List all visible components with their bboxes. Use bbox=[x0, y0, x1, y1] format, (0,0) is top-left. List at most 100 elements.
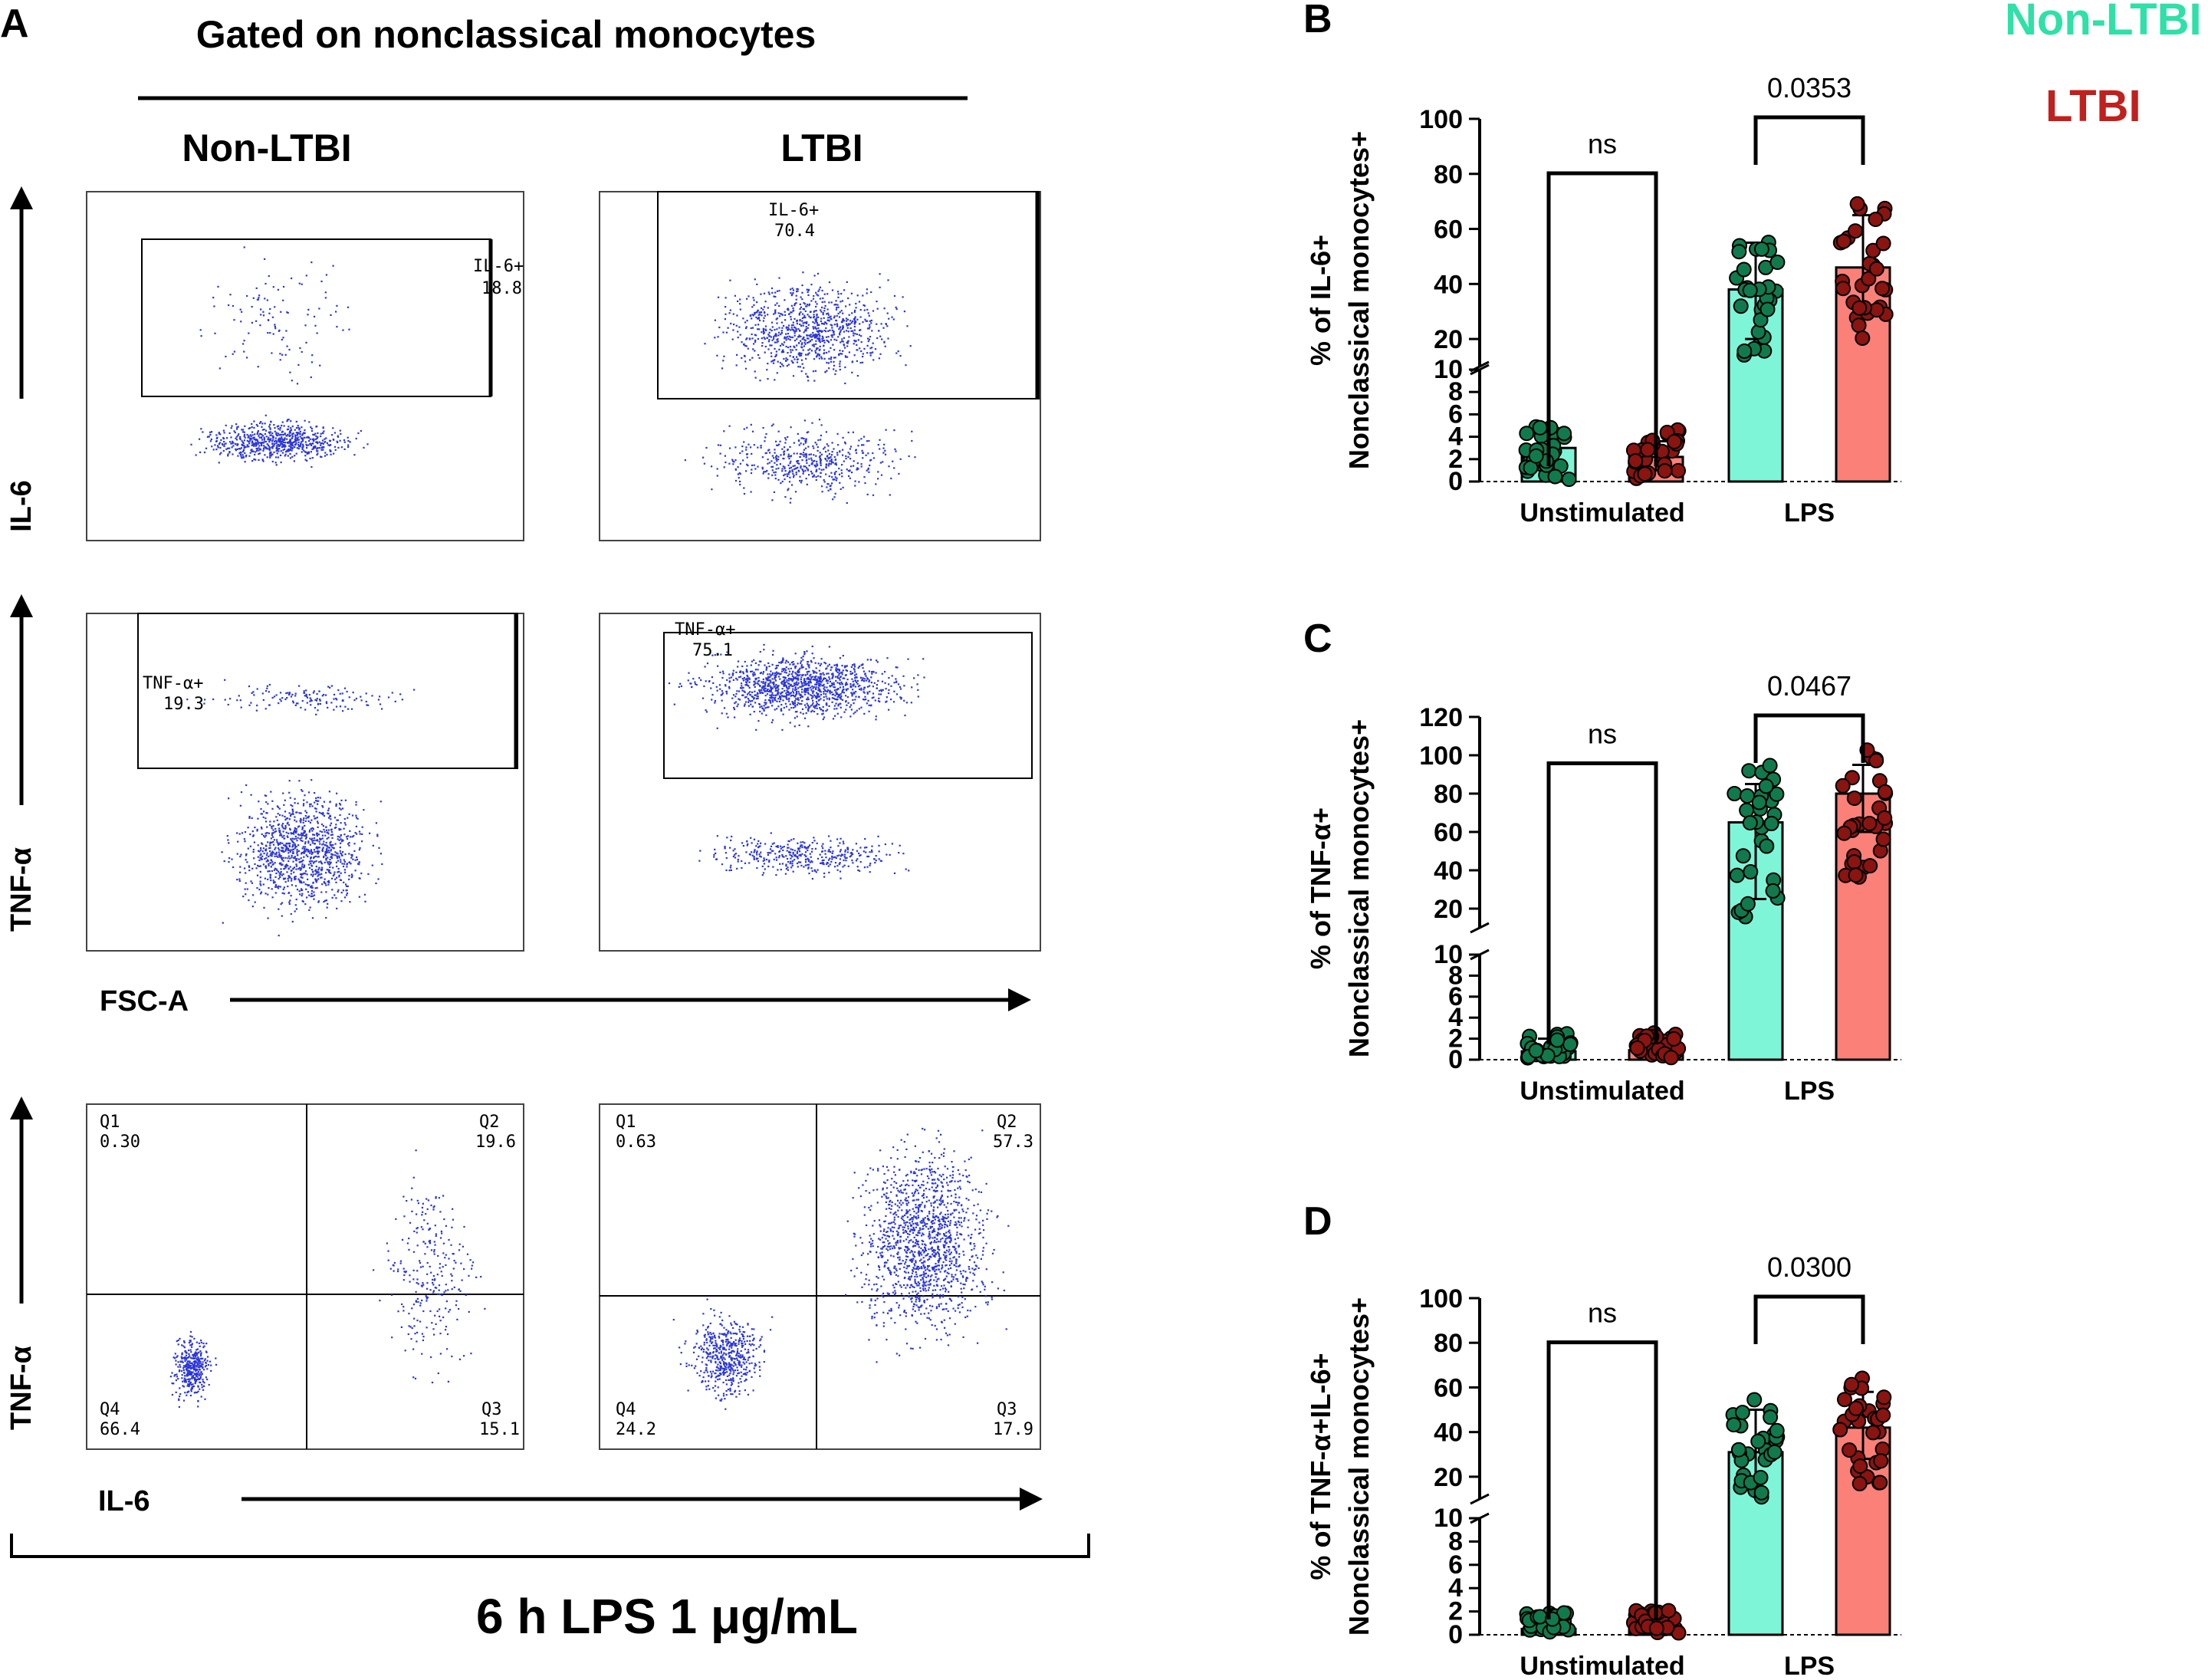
flow-event-dot bbox=[327, 833, 330, 835]
flow-event-dot bbox=[324, 834, 327, 837]
flow-event-dot bbox=[251, 422, 253, 425]
flow-event-dot bbox=[340, 446, 343, 449]
flow-event-dot bbox=[737, 660, 740, 662]
flow-event-dot bbox=[731, 338, 734, 340]
flow-event-dot bbox=[796, 460, 798, 462]
flow-event-dot bbox=[745, 470, 748, 472]
flow-event-dot bbox=[801, 846, 803, 849]
flow-event-dot bbox=[794, 704, 797, 706]
flow-event-dot bbox=[796, 361, 799, 363]
flow-event-dot bbox=[348, 861, 350, 863]
flow-event-dot bbox=[733, 461, 735, 463]
flow-event-dot bbox=[356, 833, 358, 835]
flow-event-dot bbox=[321, 830, 324, 833]
flow-event-dot bbox=[813, 710, 816, 713]
flow-event-dot bbox=[776, 328, 778, 330]
flow-event-dot bbox=[314, 887, 317, 889]
flow-event-dot bbox=[785, 326, 787, 328]
flow-event-dot bbox=[836, 692, 838, 695]
flow-event-dot bbox=[840, 676, 842, 678]
flow-event-dot bbox=[794, 684, 796, 686]
flow-event-dot bbox=[202, 431, 204, 433]
flow-event-dot bbox=[849, 856, 851, 858]
flow-event-dot bbox=[253, 841, 255, 843]
flow-event-dot bbox=[777, 312, 780, 314]
flow-event-dot bbox=[751, 464, 754, 466]
flow-event-dot bbox=[794, 682, 796, 685]
flow-event-dot bbox=[871, 347, 873, 349]
flow-event-dot bbox=[288, 855, 290, 857]
flow-event-dot bbox=[260, 421, 262, 423]
flow-event-dot bbox=[258, 442, 261, 444]
flow-event-dot bbox=[823, 863, 825, 866]
flow-event-dot bbox=[830, 461, 833, 463]
flow-event-dot bbox=[767, 676, 770, 678]
flow-event-dot bbox=[773, 694, 775, 696]
flow-event-dot bbox=[264, 794, 266, 797]
flow-event-dot bbox=[305, 888, 307, 890]
flow-event-dot bbox=[261, 435, 264, 437]
flow-event-dot bbox=[270, 455, 272, 457]
flow-event-dot bbox=[795, 328, 797, 330]
flow-event-dot bbox=[714, 337, 716, 339]
flow-event-dot bbox=[923, 676, 925, 679]
flow-event-dot bbox=[794, 340, 797, 342]
flow-event-dot bbox=[866, 493, 869, 495]
flow-event-dot bbox=[285, 817, 288, 820]
flow-event-dot bbox=[761, 712, 763, 715]
flow-event-dot bbox=[293, 831, 295, 833]
flow-event-dot bbox=[245, 853, 248, 855]
flow-event-dot bbox=[291, 813, 294, 815]
flow-event-dot bbox=[839, 850, 841, 853]
flow-event-dot bbox=[302, 846, 304, 848]
flow-event-dot bbox=[824, 458, 826, 460]
flow-event-dot bbox=[268, 441, 271, 443]
flow-event-dot bbox=[775, 350, 777, 353]
flow-event-dot bbox=[313, 690, 315, 692]
flow-event-dot bbox=[334, 827, 336, 829]
flow-event-dot bbox=[797, 699, 799, 701]
flow-event-dot bbox=[876, 684, 878, 686]
flow-event-dot bbox=[378, 847, 380, 849]
flow-event-dot bbox=[289, 371, 291, 373]
flow-event-dot bbox=[803, 652, 806, 654]
flow-event-dot bbox=[811, 848, 813, 850]
flow-event-dot bbox=[803, 471, 805, 473]
flow-event-dot bbox=[291, 854, 293, 856]
flow-event-dot bbox=[827, 465, 830, 467]
q4-value-nonltbi: 66.4 bbox=[100, 1420, 140, 1439]
flow-event-dot bbox=[321, 837, 324, 840]
flow-event-dot bbox=[780, 682, 783, 684]
flow-event-dot bbox=[316, 839, 319, 841]
flow-event-dot bbox=[838, 674, 840, 676]
flow-event-dot bbox=[293, 441, 295, 443]
flow-event-dot bbox=[281, 864, 283, 866]
flow-event-dot bbox=[844, 382, 846, 385]
flow-event-dot bbox=[325, 694, 327, 696]
flow-event-dot bbox=[830, 358, 832, 360]
flow-event-dot bbox=[890, 477, 892, 480]
flow-event-dot bbox=[702, 697, 705, 699]
flow-event-dot bbox=[810, 682, 812, 684]
flow-event-dot bbox=[260, 884, 262, 886]
flow-event-dot bbox=[264, 414, 267, 416]
flow-event-dot bbox=[289, 448, 291, 450]
flow-event-dot bbox=[851, 361, 853, 363]
flow-event-dot bbox=[277, 439, 279, 442]
flow-event-dot bbox=[760, 672, 762, 674]
flow-event-dot bbox=[820, 320, 822, 323]
flow-event-dot bbox=[800, 703, 803, 705]
flow-event-dot bbox=[307, 815, 310, 817]
flow-event-dot bbox=[853, 663, 856, 666]
flow-event-dot bbox=[264, 282, 267, 285]
flow-event-dot bbox=[805, 305, 807, 307]
flow-event-dot bbox=[789, 663, 791, 666]
flow-event-dot bbox=[308, 830, 310, 833]
flow-event-dot bbox=[372, 844, 374, 847]
flow-event-dot bbox=[849, 304, 851, 306]
flow-event-dot bbox=[242, 429, 245, 431]
flow-event-dot bbox=[761, 865, 764, 867]
flow-event-dot bbox=[271, 696, 274, 699]
flow-event-dot bbox=[869, 690, 871, 693]
flow-event-dot bbox=[864, 482, 866, 485]
